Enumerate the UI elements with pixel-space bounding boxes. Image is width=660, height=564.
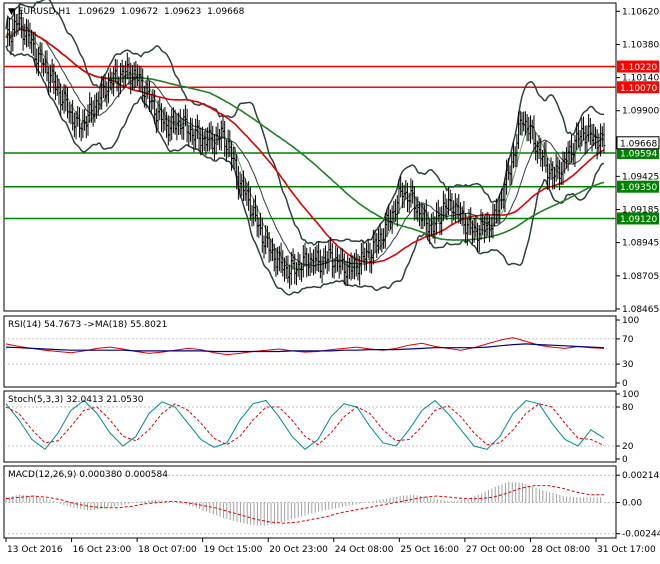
level-price-label-1: 1.10070	[620, 84, 657, 94]
stoch-title: Stoch(5,3,3) 32.0413 21.0530	[8, 395, 144, 405]
price-tick-label: 1.09900	[622, 107, 659, 117]
symbol-dropdown-icon[interactable]: ▼	[8, 7, 18, 17]
time-tick-label: 16 Oct 23:00	[73, 545, 132, 555]
macd-tick-label: 0.00	[622, 499, 642, 509]
current-price-label: 1.09668	[620, 139, 657, 149]
rsi-title: RSI(14) 54.7673 ->MA(18) 55.8021	[8, 320, 167, 330]
time-tick-label: 18 Oct 07:00	[138, 545, 197, 555]
ohlc-open: 1.09629	[78, 7, 115, 17]
rsi-tick-label: 100	[622, 316, 639, 326]
time-tick-label: 25 Oct 16:00	[400, 545, 459, 555]
macd-signal-line	[5, 485, 604, 524]
ohlc-low: 1.09623	[164, 7, 201, 17]
stoch-series-1	[5, 403, 605, 446]
level-price-tag-0	[617, 60, 659, 73]
time-tick-label: 24 Oct 08:00	[335, 545, 394, 555]
rsi-tick-label: 0	[622, 379, 628, 389]
price-tick-label: 1.09185	[622, 205, 659, 215]
level-price-tag-3	[617, 180, 659, 193]
level-price-label-3: 1.09350	[620, 183, 657, 193]
rsi-tick-label: 70	[622, 335, 634, 345]
macd-tick-label: -0.00244	[622, 530, 660, 540]
stoch-tick-label: 20	[622, 442, 634, 452]
level-price-tag-1	[617, 81, 659, 94]
symbol-label: EURUSD,H1	[18, 7, 71, 17]
price-bar	[602, 122, 606, 154]
time-tick-label: 31 Oct 17:00	[597, 545, 656, 555]
level-price-tag-2	[617, 146, 659, 159]
ohlc-high: 1.09672	[121, 7, 158, 17]
price-tick-label: 1.08945	[622, 239, 659, 249]
stoch-tick-label: 0	[622, 455, 628, 465]
time-tick-label: 28 Oct 08:00	[531, 545, 590, 555]
time-tick-label: 19 Oct 15:00	[204, 545, 263, 555]
rsi-series-1	[5, 343, 605, 353]
rsi-series-0	[5, 337, 605, 356]
price-tick-label: 1.10140	[622, 74, 659, 84]
macd-tick-label: 0.00214	[622, 471, 659, 481]
price-tick-label: 1.08465	[622, 305, 659, 315]
price-tick-label: 1.10380	[622, 40, 659, 50]
time-tick-label: 20 Oct 23:00	[269, 545, 328, 555]
level-price-label-4: 1.09120	[620, 215, 657, 225]
time-tick-label: 13 Oct 2016	[7, 545, 63, 555]
bollinger-upper-band	[5, 0, 605, 246]
current-price-tag	[616, 136, 660, 150]
ohlc-close: 1.09668	[207, 7, 244, 17]
level-price-tag-4	[617, 212, 659, 225]
moving-average-slow-red	[5, 28, 605, 264]
price-tick-label: 1.10620	[622, 7, 659, 17]
level-price-label-2: 1.09594	[620, 149, 657, 159]
price-tick-label: 1.09425	[622, 172, 659, 182]
stoch-series-0	[5, 399, 605, 450]
chart-title-symbol: ▼ EURUSD,H1 1.09629 1.09672 1.09623 1.09…	[8, 7, 245, 17]
rsi-tick-label: 30	[622, 360, 634, 370]
time-tick-label: 27 Oct 00:00	[466, 545, 525, 555]
price-tick-label: 1.08705	[622, 272, 659, 282]
stoch-tick-label: 100	[622, 390, 639, 400]
bollinger-lower-band	[5, 45, 605, 296]
macd-title: MACD(12,26,9) 0.000380 0.000584	[8, 470, 168, 480]
stoch-tick-label: 80	[622, 403, 634, 413]
level-price-label-0: 1.10220	[620, 63, 657, 73]
